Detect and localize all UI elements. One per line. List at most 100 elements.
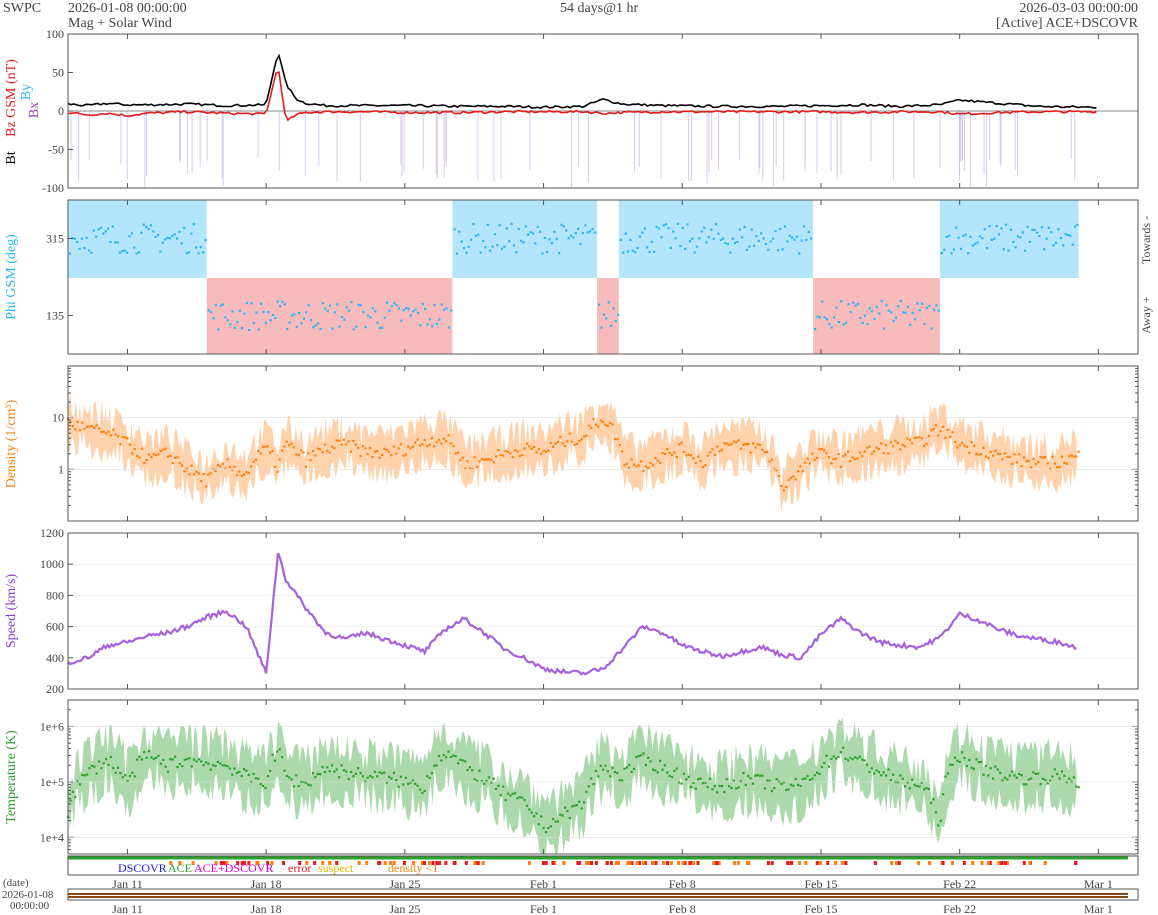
temperature-point (732, 779, 735, 782)
temperature-point (288, 776, 291, 779)
density-point (592, 417, 595, 421)
density-point (1022, 456, 1026, 459)
quality-flag-mark (225, 861, 229, 865)
density-point (414, 441, 417, 444)
density-point (223, 467, 227, 470)
bz-series-line (67, 71, 1097, 122)
temperature-point (437, 754, 441, 758)
temperature-point (635, 755, 638, 759)
density-point (699, 459, 702, 463)
temperature-point (349, 770, 353, 774)
quality-flag-mark (586, 861, 590, 865)
temperature-point (1018, 772, 1021, 776)
density-point (128, 443, 132, 446)
temperature-point (816, 771, 819, 774)
temperature-point (647, 756, 650, 759)
density-point (630, 458, 633, 461)
quality-flag-mark (270, 861, 274, 865)
density-point (78, 429, 82, 432)
density-point (780, 484, 783, 488)
temperature-point (81, 773, 84, 776)
phi-point (655, 225, 658, 228)
mag-panel (67, 33, 1139, 189)
phi-point (772, 237, 775, 240)
density-point (694, 462, 697, 465)
phi-point (133, 246, 136, 249)
phi-point (932, 308, 936, 311)
temperature-point (678, 781, 681, 784)
temperature-point (934, 811, 938, 814)
phi-point (90, 251, 93, 254)
phi-point (598, 303, 601, 306)
phi-point (350, 300, 353, 304)
phi-point (421, 303, 424, 306)
phi-point (252, 322, 256, 325)
density-point (961, 441, 964, 445)
temperature-point (939, 819, 942, 822)
density-point (946, 428, 949, 431)
density-point (566, 440, 569, 443)
density-point (466, 460, 469, 463)
temperature-point (932, 798, 935, 801)
quality-flag-mark (544, 861, 548, 865)
density-point (999, 452, 1002, 456)
temperature-point (571, 805, 574, 808)
phi-point (906, 305, 909, 308)
density-point (328, 451, 331, 454)
phi-point (947, 234, 951, 237)
temperature-point (975, 758, 978, 761)
density-point (154, 453, 158, 457)
density-point (949, 435, 952, 439)
phi-point (83, 246, 86, 250)
density-point (711, 447, 714, 451)
phi-point (491, 245, 494, 248)
temperature-point (720, 785, 724, 788)
density-point (728, 443, 731, 447)
phi-point (835, 306, 838, 309)
density-point (816, 456, 819, 460)
density-point (732, 440, 735, 443)
phi-point (149, 224, 153, 227)
phi-point (724, 242, 727, 245)
phi-point (204, 239, 207, 242)
phi-point (453, 228, 456, 231)
density-point (892, 445, 895, 448)
temperature-point (207, 762, 210, 765)
quality-flag-mark (383, 861, 387, 865)
phi-point (435, 322, 439, 326)
density-point (131, 452, 134, 455)
phi-point (443, 308, 446, 311)
phi-point (591, 227, 594, 231)
phi-point (631, 249, 634, 252)
temperature-point (533, 815, 536, 818)
density-point (95, 424, 98, 427)
phi-point (116, 241, 119, 244)
phi-point (309, 318, 313, 322)
quality-flag-mark (389, 861, 393, 865)
temperature-point (1003, 776, 1007, 779)
temperature-point (368, 774, 372, 778)
temperature-point (818, 772, 821, 775)
phi-point (745, 248, 749, 251)
temperature-point (131, 771, 134, 774)
density-point (982, 446, 985, 450)
density-point (266, 445, 269, 448)
density-point (896, 441, 900, 445)
quality-flag-mark (584, 861, 588, 865)
phi-point (118, 251, 122, 254)
temperature-point (1020, 774, 1023, 777)
temperature-point (395, 779, 398, 782)
density-point (435, 441, 438, 444)
quality-flag-mark (412, 861, 416, 865)
density-point (787, 478, 790, 482)
density-point (157, 453, 160, 456)
phi-point (1019, 236, 1022, 239)
phi-point (338, 325, 341, 328)
temperature-point (602, 768, 605, 771)
phi-point (726, 243, 730, 246)
phi-point (748, 245, 751, 248)
quality-flag-mark (1043, 861, 1047, 865)
phi-point (458, 230, 461, 233)
phi-point (602, 313, 605, 316)
phi-point (781, 248, 784, 251)
